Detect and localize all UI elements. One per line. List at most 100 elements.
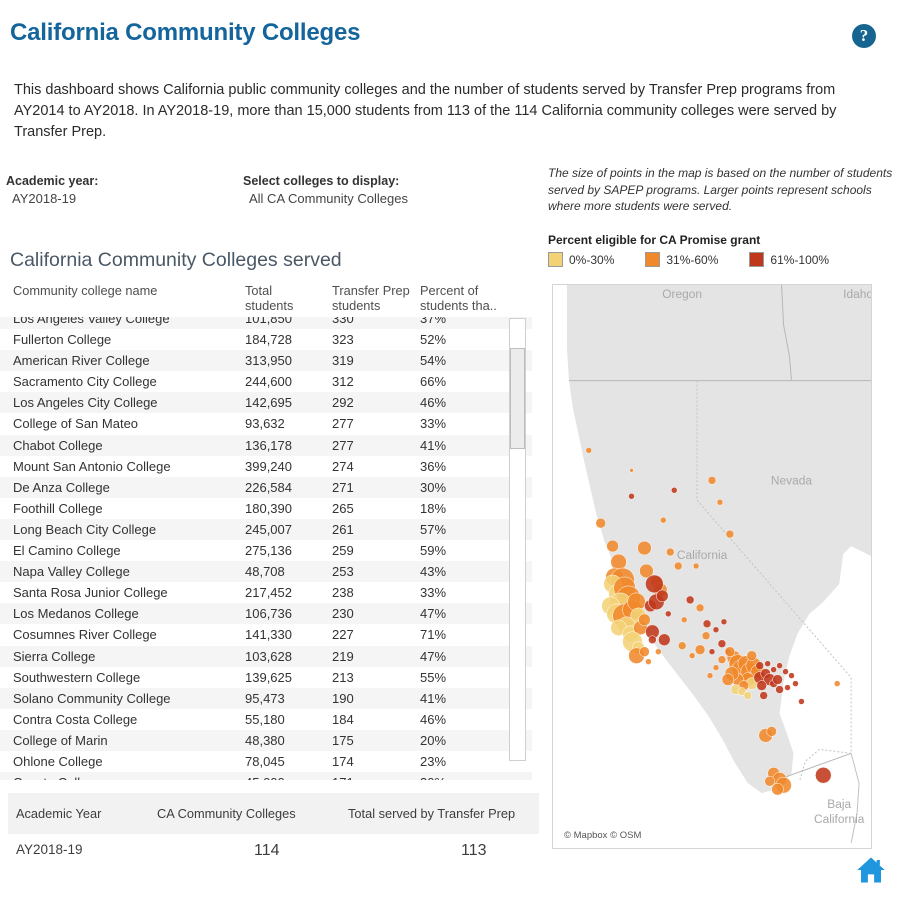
table-row[interactable]: Contra Costa College 55,180 184 46% — [0, 709, 532, 730]
map-point[interactable] — [771, 782, 784, 796]
table-row[interactable]: Napa Valley College 48,708 253 43% — [0, 561, 532, 583]
table-row[interactable]: De Anza College 226,584 271 30% — [0, 476, 532, 498]
table-row[interactable]: Cuesta College 45,000 171 30% — [0, 772, 532, 780]
table-row[interactable]: Long Beach City College 245,007 261 57% — [0, 518, 532, 541]
map-point[interactable] — [702, 619, 712, 629]
map-point[interactable] — [737, 687, 747, 696]
column-header-college-name[interactable]: Community college name — [13, 283, 238, 298]
table-row[interactable]: Solano Community College 95,473 190 41% — [0, 687, 532, 709]
map-point[interactable] — [692, 562, 700, 570]
map-point[interactable] — [701, 631, 711, 640]
map-point[interactable] — [628, 493, 635, 500]
map-point[interactable] — [645, 574, 664, 594]
map-point[interactable] — [585, 447, 593, 454]
map-point[interactable] — [764, 776, 775, 787]
map-point[interactable] — [639, 646, 650, 657]
table-row[interactable]: American River College 313,950 319 54% — [0, 350, 532, 372]
map-point[interactable] — [782, 668, 789, 675]
map-point[interactable] — [716, 498, 724, 506]
map-point[interactable] — [775, 685, 784, 694]
map-point[interactable] — [707, 476, 717, 485]
map-point[interactable] — [756, 680, 767, 691]
map-point[interactable] — [717, 639, 727, 648]
table-row[interactable]: Los Angeles City College 142,695 292 46% — [0, 392, 532, 414]
california-colleges-map[interactable]: Oregon Idaho Nevada California Baja Cali… — [552, 284, 872, 849]
map-point[interactable] — [685, 595, 695, 605]
map-point[interactable] — [694, 644, 706, 655]
map-point[interactable] — [688, 652, 696, 659]
map-point[interactable] — [784, 684, 791, 691]
table-row[interactable]: Sierra College 103,628 219 47% — [0, 645, 532, 667]
legend-item[interactable]: 61%-100% — [749, 252, 829, 267]
map-point[interactable] — [776, 662, 783, 669]
column-header-total-students[interactable]: Total students — [245, 283, 325, 313]
map-point[interactable] — [671, 487, 678, 494]
map-point[interactable] — [798, 698, 805, 705]
map-point[interactable] — [708, 648, 716, 655]
map-point[interactable] — [639, 563, 654, 579]
map-point[interactable] — [660, 516, 667, 524]
map-point[interactable] — [772, 674, 783, 685]
table-row[interactable]: Southwestern College 139,625 213 55% — [0, 667, 532, 688]
map-point[interactable] — [695, 603, 705, 613]
map-point[interactable] — [766, 726, 777, 737]
table-row[interactable]: Los Angeles Valley College 101,850 330 37% — [0, 317, 532, 330]
map-point[interactable] — [743, 691, 752, 700]
map-point[interactable] — [746, 650, 757, 661]
map-point[interactable] — [637, 540, 652, 556]
table-row[interactable]: El Camino College 275,136 259 59% — [0, 540, 532, 561]
table-row[interactable]: Santa Rosa Junior College 217,452 238 33% — [0, 582, 532, 603]
map-point[interactable] — [770, 666, 777, 673]
table-row[interactable]: Fullerton College 184,728 323 52% — [0, 329, 532, 350]
map-point[interactable] — [673, 561, 683, 571]
map-point[interactable] — [666, 547, 675, 557]
map-point[interactable] — [658, 633, 671, 646]
map-point[interactable] — [648, 635, 657, 644]
map-point[interactable] — [656, 589, 669, 603]
map-point[interactable] — [680, 616, 688, 624]
map-point[interactable] — [788, 672, 795, 679]
map-point[interactable] — [595, 517, 606, 529]
column-header-percent-students[interactable]: Percent of students tha.. — [420, 283, 504, 313]
table-scrollbar[interactable] — [509, 318, 526, 761]
academic-year-filter[interactable]: Academic year: AY2018-19 — [6, 174, 98, 206]
map-point[interactable] — [792, 680, 799, 687]
map-point[interactable] — [764, 660, 771, 667]
map-point[interactable] — [677, 641, 687, 650]
map-point[interactable] — [725, 529, 735, 539]
map-point[interactable] — [606, 539, 619, 553]
map-point[interactable] — [833, 680, 841, 687]
map-point[interactable] — [645, 658, 652, 665]
table-row[interactable]: Foothill College 180,390 265 18% — [0, 498, 532, 519]
table-row[interactable]: Chabot College 136,178 277 41% — [0, 434, 532, 456]
map-point[interactable] — [712, 626, 720, 634]
table-row[interactable]: College of Marin 48,380 175 20% — [0, 729, 532, 751]
map-canvas[interactable]: Oregon Idaho Nevada California Baja Cali… — [553, 285, 871, 848]
table-row[interactable]: Ohlone College 78,045 174 23% — [0, 751, 532, 772]
map-point[interactable] — [720, 618, 728, 626]
table-row[interactable]: Los Medanos College 106,736 230 47% — [0, 603, 532, 625]
map-point[interactable] — [610, 553, 627, 571]
map-point[interactable] — [629, 468, 634, 473]
map-point[interactable] — [638, 613, 651, 627]
map-point[interactable] — [655, 648, 662, 655]
college-select-filter-value[interactable]: All CA Community Colleges — [249, 191, 408, 206]
map-point[interactable] — [759, 691, 768, 700]
map-data-points[interactable] — [585, 447, 841, 796]
map-point[interactable] — [755, 661, 764, 670]
table-row[interactable]: Sacramento City College 244,600 312 66% — [0, 371, 532, 392]
table-row[interactable]: Cosumnes River College 141,330 227 71% — [0, 624, 532, 645]
table-scroll-viewport[interactable]: Los Angeles Valley College 101,850 330 37% F… — [0, 317, 532, 780]
map-point[interactable] — [712, 664, 720, 671]
table-scrollbar-thumb[interactable] — [510, 348, 525, 449]
academic-year-filter-value[interactable]: AY2018-19 — [12, 191, 77, 206]
college-select-filter[interactable]: Select colleges to display: All CA Commu… — [243, 174, 408, 206]
table-row[interactable]: Mount San Antonio College 399,240 274 36% — [0, 456, 532, 477]
map-point[interactable] — [724, 646, 736, 657]
map-point[interactable] — [706, 672, 714, 679]
column-header-transfer-prep-students[interactable]: Transfer Prep students — [332, 283, 414, 313]
legend-item[interactable]: 31%-60% — [645, 252, 718, 267]
map-point[interactable] — [721, 673, 735, 686]
map-point[interactable] — [815, 767, 832, 784]
home-icon[interactable] — [856, 856, 886, 884]
